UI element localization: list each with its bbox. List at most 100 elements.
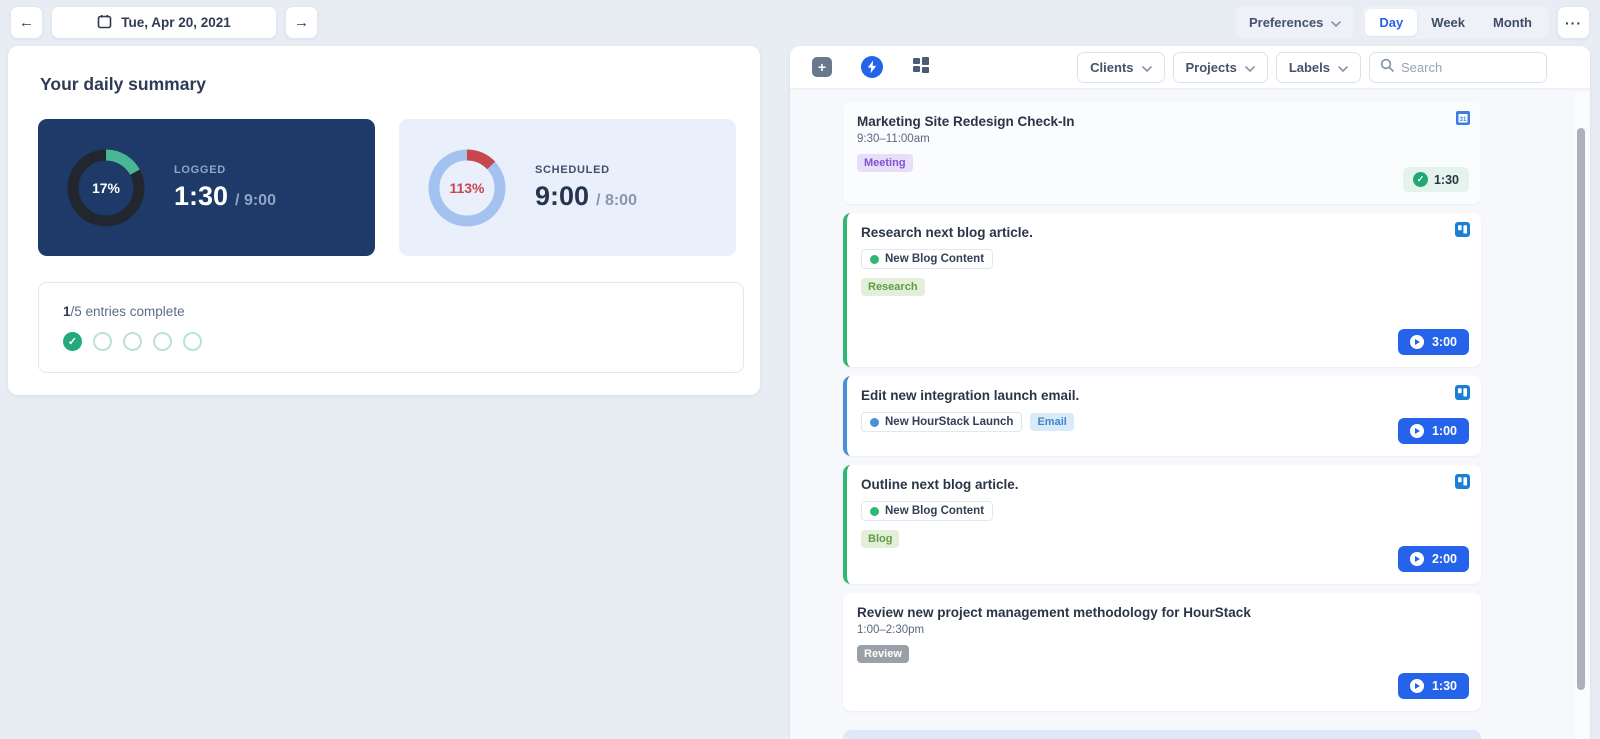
top-toolbar: ← Tue, Apr 20, 2021 → Preferences Day bbox=[0, 0, 1600, 45]
chevron-down-icon bbox=[1338, 60, 1348, 75]
lightning-bolt-icon bbox=[861, 56, 883, 78]
tab-week[interactable]: Week bbox=[1431, 15, 1466, 30]
projects-filter-button[interactable]: Projects bbox=[1172, 51, 1268, 83]
entry-title: Marketing Site Redesign Check-In bbox=[857, 114, 1075, 129]
entries-progress-suffix: /5 entries complete bbox=[70, 304, 185, 319]
entries-complete-count: 1 bbox=[63, 304, 71, 319]
scheduled-donut-chart: 113% bbox=[425, 146, 509, 230]
view-switcher: Day Week Month bbox=[1362, 6, 1549, 39]
previous-day-button[interactable]: ← bbox=[10, 6, 43, 39]
logged-label: LOGGED bbox=[174, 163, 226, 176]
entry-complete-circle: ✓ bbox=[63, 332, 82, 351]
scheduled-label: SCHEDULED bbox=[535, 163, 610, 176]
start-timer-button[interactable]: 1:00 bbox=[1397, 418, 1469, 444]
play-circle-icon bbox=[1409, 552, 1424, 566]
summary-title: Your daily summary bbox=[40, 74, 206, 94]
preferences-button[interactable]: Preferences bbox=[1235, 6, 1355, 39]
google-calendar-icon: 31 bbox=[1456, 111, 1470, 130]
entry-time-range: 1:00–2:30pm bbox=[857, 624, 925, 636]
arrow-right-icon: → bbox=[294, 14, 309, 31]
entry-card[interactable]: Edit new integration launch email. New H… bbox=[843, 376, 1481, 456]
next-entry-card-partial[interactable] bbox=[843, 730, 1481, 739]
trello-icon bbox=[1455, 222, 1470, 242]
entry-time-range: 9:30–11:00am bbox=[857, 133, 930, 145]
schedule-toolbar: + Clients Projects Labe bbox=[790, 46, 1590, 90]
entry-card[interactable]: Marketing Site Redesign Check-In 9:30–11… bbox=[843, 102, 1481, 204]
view-controls: Preferences Day Week Month ··· bbox=[1235, 6, 1590, 39]
ellipsis-icon: ··· bbox=[1565, 14, 1582, 31]
entry-title: Outline next blog article. bbox=[861, 477, 1019, 492]
entry-list: Marketing Site Redesign Check-In 9:30–11… bbox=[790, 92, 1590, 739]
project-color-dot bbox=[870, 506, 879, 516]
scheduled-total: / 8:00 bbox=[596, 191, 637, 209]
task-label: Email bbox=[1030, 413, 1074, 431]
task-label: Research bbox=[861, 278, 925, 296]
next-day-button[interactable]: → bbox=[285, 6, 318, 39]
svg-text:31: 31 bbox=[1460, 116, 1467, 123]
project-chip: New HourStack Launch bbox=[861, 412, 1023, 432]
project-color-dot bbox=[870, 417, 879, 427]
date-navigation: ← Tue, Apr 20, 2021 → bbox=[10, 6, 318, 39]
project-chip: New Blog Content bbox=[861, 249, 994, 269]
start-timer-button[interactable]: 1:30 bbox=[1397, 673, 1469, 699]
plus-icon: + bbox=[812, 57, 832, 77]
date-picker-button[interactable]: Tue, Apr 20, 2021 bbox=[51, 6, 277, 39]
entry-pending-circle bbox=[93, 332, 112, 351]
entry-pending-circle bbox=[123, 332, 142, 351]
clients-filter-button[interactable]: Clients bbox=[1077, 51, 1165, 83]
search-field bbox=[1369, 51, 1547, 83]
layout-grid-button[interactable] bbox=[912, 56, 930, 79]
entry-pending-circle bbox=[153, 332, 172, 351]
entries-progress-circles: ✓ bbox=[63, 332, 719, 351]
search-input[interactable] bbox=[1401, 59, 1531, 75]
trello-icon bbox=[1455, 385, 1470, 405]
entries-progress-box: 1/5 entries complete ✓ bbox=[38, 282, 744, 373]
task-label: Meeting bbox=[857, 154, 913, 172]
entry-card[interactable]: Research next blog article. New Blog Con… bbox=[843, 213, 1481, 367]
logged-percent: 17% bbox=[91, 179, 121, 196]
project-color-dot bbox=[870, 254, 879, 264]
start-timer-button[interactable]: 2:00 bbox=[1397, 546, 1469, 572]
entry-card[interactable]: Outline next blog article. New Blog Cont… bbox=[843, 465, 1481, 584]
entry-title: Edit new integration launch email. bbox=[861, 388, 1080, 403]
entry-pending-circle bbox=[183, 332, 202, 351]
play-circle-icon bbox=[1409, 335, 1424, 349]
chevron-down-icon bbox=[1331, 15, 1342, 30]
entry-card[interactable]: Review new project management methodolog… bbox=[843, 593, 1481, 711]
entry-title: Review new project management methodolog… bbox=[857, 605, 1251, 620]
date-label: Tue, Apr 20, 2021 bbox=[121, 15, 231, 30]
scheduled-value: 9:00 bbox=[535, 180, 590, 211]
quick-actions-button[interactable] bbox=[861, 56, 883, 78]
logged-value: 1:30 bbox=[174, 180, 229, 211]
scrollbar-thumb[interactable] bbox=[1577, 128, 1585, 690]
search-icon bbox=[1380, 58, 1394, 77]
scheduled-stat-card: 113% SCHEDULED 9:00 / 8:00 bbox=[399, 119, 736, 256]
chevron-down-icon bbox=[1244, 60, 1255, 75]
tab-month[interactable]: Month bbox=[1493, 15, 1532, 30]
schedule-panel: + Clients Projects Labe bbox=[790, 46, 1590, 739]
check-circle-icon: ✓ bbox=[1412, 172, 1428, 187]
task-label: Review bbox=[857, 645, 909, 663]
logged-total: / 9:00 bbox=[235, 191, 276, 209]
project-chip: New Blog Content bbox=[861, 501, 994, 521]
daily-summary-panel: Your daily summary 17% LOGGED 1:30 / 9:0… bbox=[8, 46, 760, 395]
schedule-list-area: Marketing Site Redesign Check-In 9:30–11… bbox=[790, 92, 1590, 739]
entry-title: Research next blog article. bbox=[861, 225, 1033, 240]
chevron-down-icon bbox=[1141, 60, 1152, 75]
labels-filter-button[interactable]: Labels bbox=[1275, 51, 1361, 83]
calendar-icon bbox=[97, 14, 112, 32]
logged-duration-badge: ✓ 1:30 bbox=[1402, 167, 1469, 192]
tab-day[interactable]: Day bbox=[1365, 9, 1418, 36]
start-timer-button[interactable]: 3:00 bbox=[1397, 329, 1469, 355]
logged-donut-chart: 17% bbox=[64, 146, 148, 230]
play-circle-icon bbox=[1409, 679, 1424, 693]
add-entry-button[interactable]: + bbox=[812, 57, 832, 77]
scheduled-percent: 113% bbox=[449, 179, 485, 196]
task-label: Blog bbox=[861, 530, 900, 548]
play-circle-icon bbox=[1409, 424, 1424, 438]
summary-stats: 17% LOGGED 1:30 / 9:00 113% bbox=[38, 119, 736, 256]
entries-progress-text: 1/5 entries complete bbox=[63, 304, 719, 319]
logged-stat-card: 17% LOGGED 1:30 / 9:00 bbox=[38, 119, 375, 256]
more-options-button[interactable]: ··· bbox=[1557, 6, 1590, 39]
